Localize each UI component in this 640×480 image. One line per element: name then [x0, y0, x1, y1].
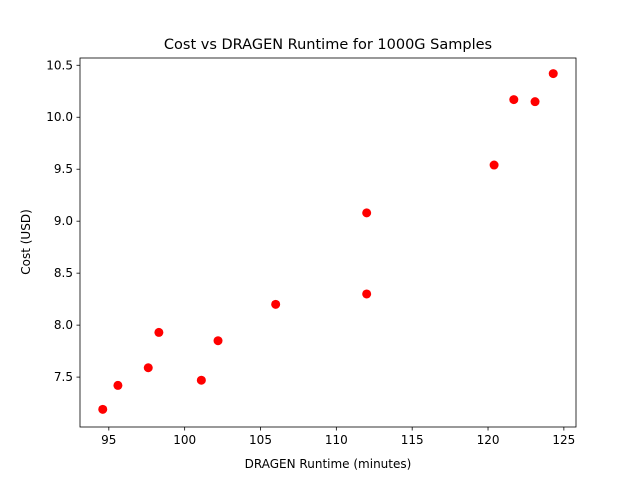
y-axis-ticks: 7.5 8.0 8.5 9.0 9.5 10.0 10.5	[46, 58, 80, 384]
x-tick-label: 125	[552, 433, 575, 447]
data-point	[98, 404, 108, 414]
x-tick-label: 110	[325, 433, 348, 447]
data-point	[509, 95, 519, 105]
data-point	[530, 97, 540, 107]
data-point	[213, 336, 223, 346]
y-tick-label: 8.0	[54, 318, 73, 332]
data-point	[489, 160, 499, 170]
data-point	[196, 375, 206, 385]
data-point	[271, 299, 281, 309]
x-tick-label: 115	[401, 433, 424, 447]
y-tick-label: 7.5	[54, 370, 73, 384]
data-point	[548, 69, 558, 79]
data-point	[362, 289, 372, 299]
x-axis-label: DRAGEN Runtime (minutes)	[245, 457, 412, 471]
data-point	[362, 208, 372, 218]
x-tick-label: 95	[101, 433, 116, 447]
data-point	[154, 327, 164, 337]
data-point	[113, 380, 123, 390]
y-axis-label: Cost (USD)	[19, 209, 33, 275]
data-points	[98, 69, 558, 414]
y-tick-label: 9.0	[54, 214, 73, 228]
data-point	[143, 363, 153, 373]
chart-title: Cost vs DRAGEN Runtime for 1000G Samples	[164, 37, 492, 53]
y-tick-label: 10.5	[46, 58, 73, 72]
x-tick-label: 100	[173, 433, 196, 447]
x-tick-label: 120	[477, 433, 500, 447]
x-tick-label: 105	[249, 433, 272, 447]
y-tick-label: 10.0	[46, 110, 73, 124]
x-axis-ticks: 95 100 105 110 115 120 125	[101, 427, 575, 447]
y-tick-label: 8.5	[54, 266, 73, 280]
y-tick-label: 9.5	[54, 162, 73, 176]
plot-frame	[79, 57, 577, 428]
